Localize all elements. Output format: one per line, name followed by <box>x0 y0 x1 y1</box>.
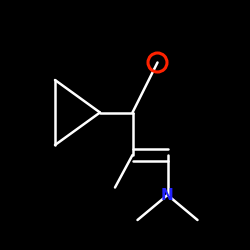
Text: N: N <box>161 188 174 202</box>
